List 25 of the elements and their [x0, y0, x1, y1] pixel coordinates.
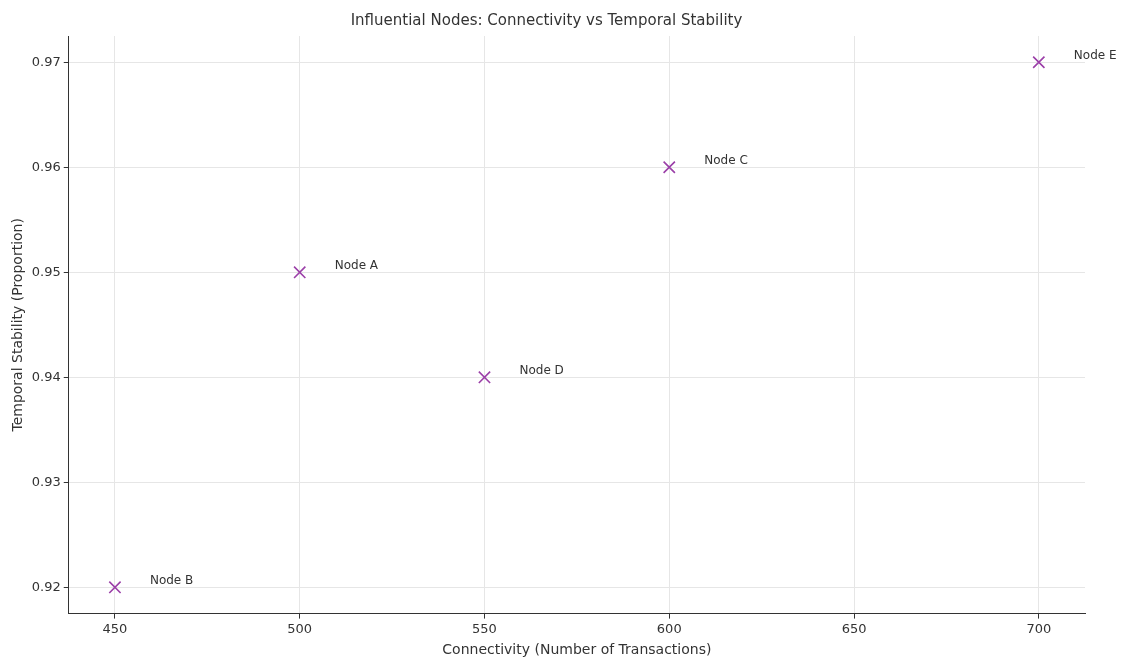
x-tick-label: 700: [1026, 620, 1052, 636]
y-tick-label: 0.94: [31, 368, 61, 384]
y-axis-title: Temporal Stability (Proportion): [9, 218, 26, 433]
annotation: Node B: [149, 573, 194, 588]
y-tick-label: 0.92: [31, 578, 61, 594]
x-tick-label: 550: [472, 620, 497, 636]
annotation: Node C: [704, 153, 748, 168]
y-tick-label: 0.97: [31, 53, 61, 69]
point: [293, 265, 307, 279]
x-tick-label: 650: [841, 620, 867, 636]
point: [662, 160, 676, 174]
point: [478, 370, 491, 384]
annotation: Node A: [334, 258, 379, 273]
chart-title: Influential Nodes: Connectivity vs Temporal Stability: [350, 10, 743, 29]
y-tick-label: 0.93: [31, 473, 61, 489]
x-tick-label: 500: [287, 620, 313, 636]
y-tick-label: 0.95: [31, 263, 61, 279]
y-tick-label: 0.96: [31, 158, 61, 174]
x-axis-title: Connectivity (Number of Transactions): [442, 641, 712, 658]
x-tick-label: 450: [102, 620, 128, 636]
annotation: Node E: [1073, 48, 1117, 63]
annotation: Node D: [519, 363, 564, 378]
point: [108, 580, 122, 594]
x-tick-label: 600: [656, 620, 682, 636]
point: [1032, 55, 1046, 69]
